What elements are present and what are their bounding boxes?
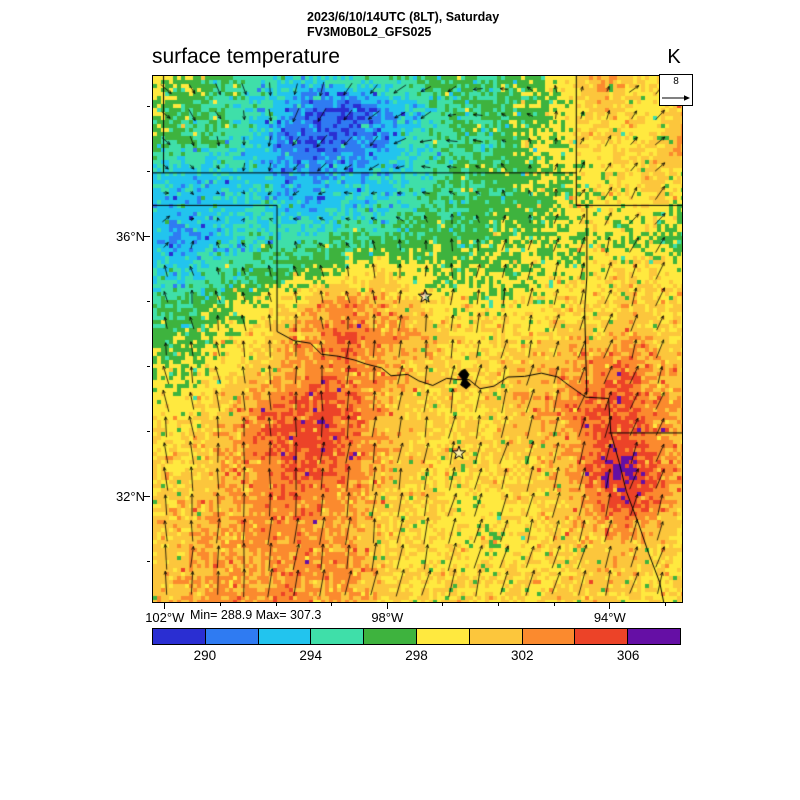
colorbar-segment [363, 628, 417, 645]
minmax-label: Min= 288.9 Max= 307.3 [190, 608, 322, 622]
temperature-map-canvas [153, 76, 682, 602]
x-axis-minor-tick [553, 603, 555, 606]
y-axis-minor-tick [147, 301, 150, 303]
x-axis-minor-tick [275, 603, 277, 606]
colorbar-segment [627, 628, 681, 645]
colorbar [152, 628, 681, 645]
y-axis-tick [144, 236, 150, 238]
y-axis-minor-tick [147, 106, 150, 108]
colorbar-tick-label: 306 [616, 648, 640, 663]
colorbar-tick-label: 290 [193, 648, 217, 663]
run-time-title: 2023/6/10/14UTC (8LT), Saturday [307, 10, 500, 24]
map-plot-area [152, 75, 683, 603]
units-label: K [667, 46, 681, 68]
y-axis-minor-tick [147, 171, 150, 173]
x-axis-minor-tick [442, 603, 444, 606]
colorbar-tick-label: 294 [299, 648, 322, 663]
colorbar-segment [468, 628, 523, 645]
y-axis-tick-label: 36°N [115, 228, 145, 244]
x-axis-minor-tick [219, 603, 221, 606]
colorbar-segment [257, 628, 312, 645]
x-axis-tick [386, 603, 388, 609]
colorbar-segment [521, 628, 576, 645]
colorbar-tick-label: 298 [405, 648, 428, 663]
colorbar-segment [310, 628, 365, 645]
plot-title: surface temperature [152, 45, 340, 68]
x-axis-tick-label: 98°W [371, 610, 404, 625]
colorbar-segment [152, 628, 206, 645]
colorbar-segment [204, 628, 259, 645]
model-name-title: FV3M0B0L2_GFS025 [307, 25, 432, 39]
x-axis-tick-label: 94°W [593, 610, 626, 625]
x-axis-minor-tick [498, 603, 500, 606]
wind-reference-box: 8 [659, 74, 693, 106]
x-axis-tick-label: 102°W [145, 610, 185, 625]
wind-reference-arrow-icon [662, 95, 690, 101]
y-axis-tick [144, 496, 150, 498]
x-axis-minor-tick [664, 603, 666, 606]
x-axis-minor-tick [331, 603, 333, 606]
y-axis-minor-tick [147, 431, 150, 433]
x-axis-tick [164, 603, 166, 609]
y-axis-minor-tick [147, 366, 150, 368]
x-axis-tick [609, 603, 611, 609]
y-axis-tick-label: 32°N [115, 488, 145, 504]
y-axis-minor-tick [147, 561, 150, 563]
colorbar-tick-label: 302 [511, 648, 534, 663]
wind-reference-value: 8 [673, 76, 679, 87]
colorbar-segment [574, 628, 629, 645]
colorbar-segment [415, 628, 470, 645]
